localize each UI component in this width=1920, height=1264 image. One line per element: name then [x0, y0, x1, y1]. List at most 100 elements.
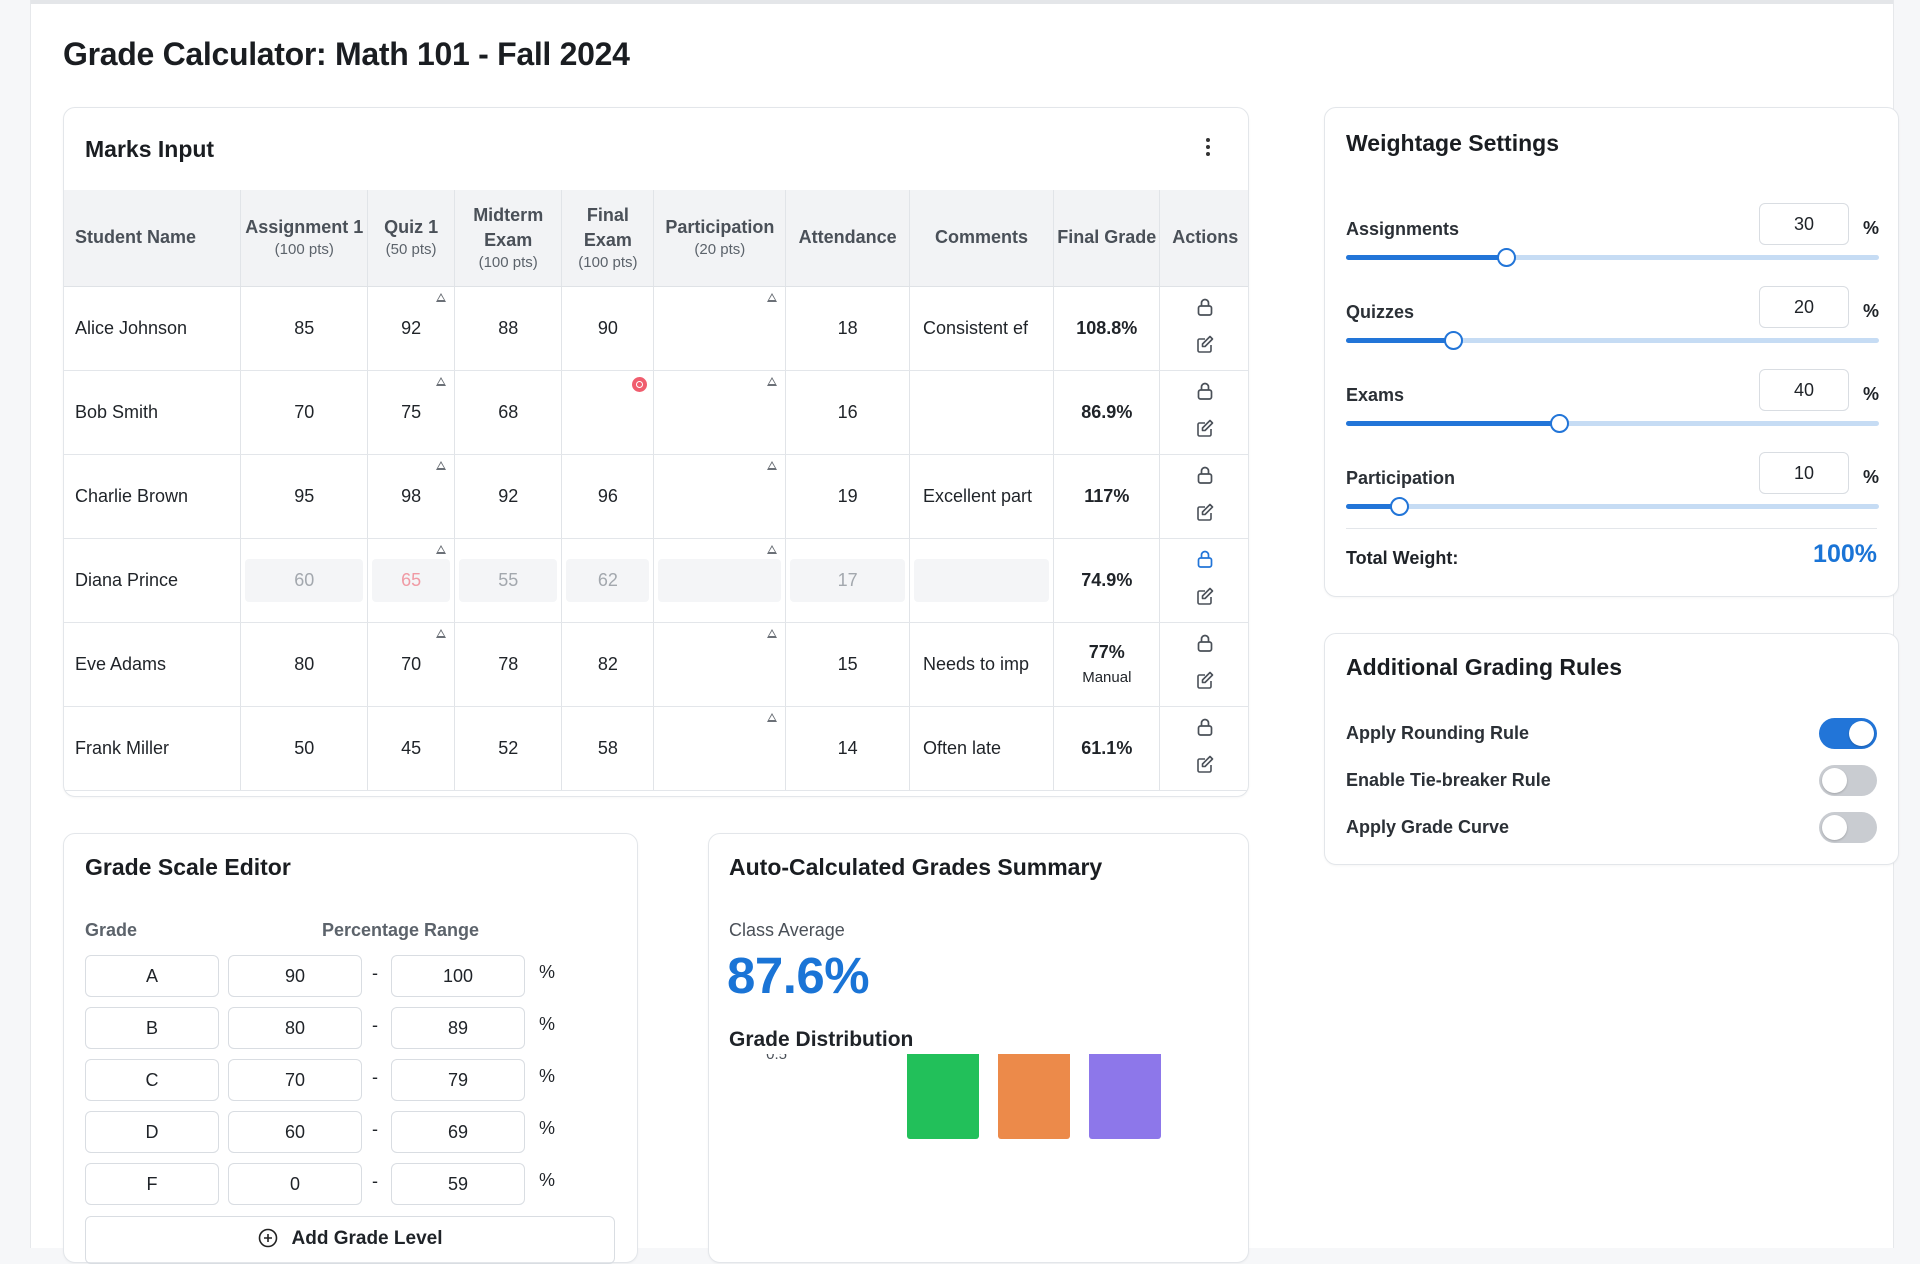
attendance-cell[interactable]: 17	[785, 538, 910, 623]
weight-input[interactable]: 10	[1759, 452, 1849, 494]
final-exam-cell[interactable]: 58	[561, 706, 655, 791]
lock-icon[interactable]	[1194, 632, 1216, 659]
weight-input[interactable]: 40	[1759, 369, 1849, 411]
midterm-cell[interactable]: 52	[454, 706, 563, 791]
final-exam-cell[interactable]	[561, 370, 655, 455]
participation-cell[interactable]	[653, 622, 787, 707]
rule-toggle[interactable]	[1819, 718, 1877, 749]
weight-slider[interactable]	[1346, 414, 1879, 433]
quiz-cell-value: 92	[401, 317, 422, 338]
lock-icon[interactable]	[1194, 380, 1216, 407]
weight-slider[interactable]	[1346, 331, 1879, 350]
grade-letter-input[interactable]: B	[85, 1007, 219, 1049]
midterm-cell[interactable]: 92	[454, 454, 563, 539]
warning-triangle-icon[interactable]	[767, 460, 778, 470]
final-exam-cell[interactable]: 82	[561, 622, 655, 707]
lock-icon[interactable]	[1194, 716, 1216, 743]
lock-icon[interactable]	[1194, 296, 1216, 323]
slider-thumb[interactable]	[1550, 414, 1570, 433]
grade-min-input[interactable]: 70	[228, 1059, 362, 1101]
comment-cell[interactable]: Often late	[909, 706, 1055, 791]
warning-triangle-icon[interactable]	[436, 292, 447, 302]
midterm-cell[interactable]: 55	[454, 538, 563, 623]
grade-max-input[interactable]: 100	[391, 955, 525, 997]
rule-toggle[interactable]	[1819, 812, 1877, 843]
comment-cell[interactable]: Consistent ef	[909, 286, 1055, 371]
grade-min-input[interactable]: 90	[228, 955, 362, 997]
midterm-cell[interactable]: 88	[454, 286, 563, 371]
assignment-cell[interactable]: 50	[240, 706, 369, 791]
comment-cell[interactable]: Needs to imp	[909, 622, 1055, 707]
grade-letter-input[interactable]: C	[85, 1059, 219, 1101]
grade-min-input[interactable]: 80	[228, 1007, 362, 1049]
midterm-cell[interactable]: 68	[454, 370, 563, 455]
more-options-icon[interactable]	[1204, 136, 1212, 158]
warning-triangle-icon[interactable]	[436, 628, 447, 638]
grade-max-input[interactable]: 59	[391, 1163, 525, 1205]
weight-input[interactable]: 20	[1759, 286, 1849, 328]
attendance-cell[interactable]: 14	[785, 706, 910, 791]
quiz-cell[interactable]: 75	[367, 370, 456, 455]
edit-icon[interactable]	[1194, 417, 1216, 444]
quiz-cell[interactable]: 70	[367, 622, 456, 707]
rule-toggle[interactable]	[1819, 765, 1877, 796]
warning-triangle-icon[interactable]	[767, 544, 778, 554]
assignment-cell[interactable]: 95	[240, 454, 369, 539]
attendance-cell[interactable]: 18	[785, 286, 910, 371]
warning-triangle-icon[interactable]	[767, 628, 778, 638]
grade-letter-input[interactable]: F	[85, 1163, 219, 1205]
weight-input[interactable]: 30	[1759, 203, 1849, 245]
attendance-cell[interactable]: 15	[785, 622, 910, 707]
quiz-cell[interactable]: 92	[367, 286, 456, 371]
warning-triangle-icon[interactable]	[767, 292, 778, 302]
edit-icon[interactable]	[1194, 753, 1216, 780]
edit-icon[interactable]	[1194, 333, 1216, 360]
slider-thumb[interactable]	[1496, 248, 1516, 267]
grade-letter-input[interactable]: A	[85, 955, 219, 997]
comment-cell[interactable]: Excellent part	[909, 454, 1055, 539]
assignment-cell[interactable]: 80	[240, 622, 369, 707]
warning-triangle-icon[interactable]	[436, 376, 447, 386]
grade-max-input[interactable]: 79	[391, 1059, 525, 1101]
final-exam-cell[interactable]: 62	[561, 538, 655, 623]
assignment-cell[interactable]: 85	[240, 286, 369, 371]
quiz-cell[interactable]: 65	[367, 538, 456, 623]
missing-score-alert-icon[interactable]	[632, 376, 648, 392]
weight-slider[interactable]	[1346, 248, 1879, 267]
lock-icon[interactable]	[1194, 464, 1216, 491]
comment-cell[interactable]	[909, 370, 1055, 455]
grade-letter-input[interactable]: D	[85, 1111, 219, 1153]
attendance-cell[interactable]: 16	[785, 370, 910, 455]
assignment-cell[interactable]: 70	[240, 370, 369, 455]
percent-unit: %	[539, 1170, 556, 1190]
weight-slider[interactable]	[1346, 497, 1879, 516]
edit-icon[interactable]	[1194, 669, 1216, 696]
quiz-cell[interactable]: 98	[367, 454, 456, 539]
add-grade-level-button[interactable]: Add Grade Level	[85, 1216, 615, 1264]
participation-cell[interactable]	[653, 370, 787, 455]
quiz-cell[interactable]: 45	[367, 706, 456, 791]
assignment-cell[interactable]: 60	[240, 538, 369, 623]
warning-triangle-icon[interactable]	[436, 460, 447, 470]
participation-cell[interactable]	[653, 706, 787, 791]
grade-max-input[interactable]: 69	[391, 1111, 525, 1153]
final-exam-cell[interactable]: 90	[561, 286, 655, 371]
participation-cell[interactable]	[653, 286, 787, 371]
warning-triangle-icon[interactable]	[767, 712, 778, 722]
midterm-cell[interactable]: 78	[454, 622, 563, 707]
attendance-cell[interactable]: 19	[785, 454, 910, 539]
grade-max-input[interactable]: 89	[391, 1007, 525, 1049]
slider-thumb[interactable]	[1390, 497, 1410, 516]
edit-icon[interactable]	[1194, 585, 1216, 612]
grade-min-input[interactable]: 60	[228, 1111, 362, 1153]
comment-cell[interactable]	[909, 538, 1055, 623]
slider-thumb[interactable]	[1443, 331, 1463, 350]
edit-icon[interactable]	[1194, 501, 1216, 528]
participation-cell[interactable]	[653, 454, 787, 539]
participation-cell[interactable]	[653, 538, 787, 623]
lock-icon[interactable]	[1194, 548, 1216, 575]
grade-min-input[interactable]: 0	[228, 1163, 362, 1205]
final-exam-cell[interactable]: 96	[561, 454, 655, 539]
warning-triangle-icon[interactable]	[767, 376, 778, 386]
warning-triangle-icon[interactable]	[436, 544, 447, 554]
